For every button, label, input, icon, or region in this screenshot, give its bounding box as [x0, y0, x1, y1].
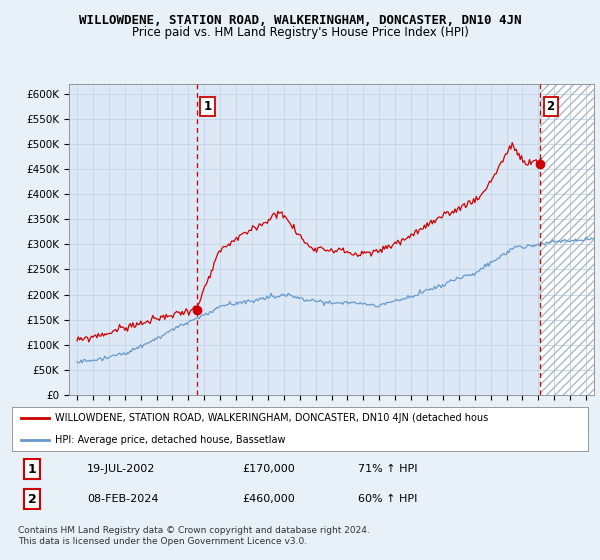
- Text: 71% ↑ HPI: 71% ↑ HPI: [358, 464, 417, 474]
- Text: 1: 1: [28, 463, 37, 475]
- Text: 08-FEB-2024: 08-FEB-2024: [87, 494, 158, 504]
- Text: 2: 2: [547, 100, 555, 113]
- Text: £170,000: £170,000: [242, 464, 295, 474]
- Text: WILLOWDENE, STATION ROAD, WALKERINGHAM, DONCASTER, DN10 4JN: WILLOWDENE, STATION ROAD, WALKERINGHAM, …: [79, 14, 521, 27]
- Text: Contains HM Land Registry data © Crown copyright and database right 2024.
This d: Contains HM Land Registry data © Crown c…: [18, 526, 370, 546]
- Text: 19-JUL-2002: 19-JUL-2002: [87, 464, 155, 474]
- Text: £460,000: £460,000: [242, 494, 295, 504]
- Text: 1: 1: [203, 100, 212, 113]
- Text: HPI: Average price, detached house, Bassetlaw: HPI: Average price, detached house, Bass…: [55, 435, 286, 445]
- Text: 2: 2: [28, 493, 37, 506]
- Text: WILLOWDENE, STATION ROAD, WALKERINGHAM, DONCASTER, DN10 4JN (detached hous: WILLOWDENE, STATION ROAD, WALKERINGHAM, …: [55, 413, 488, 423]
- Text: Price paid vs. HM Land Registry's House Price Index (HPI): Price paid vs. HM Land Registry's House …: [131, 26, 469, 39]
- Text: 60% ↑ HPI: 60% ↑ HPI: [358, 494, 417, 504]
